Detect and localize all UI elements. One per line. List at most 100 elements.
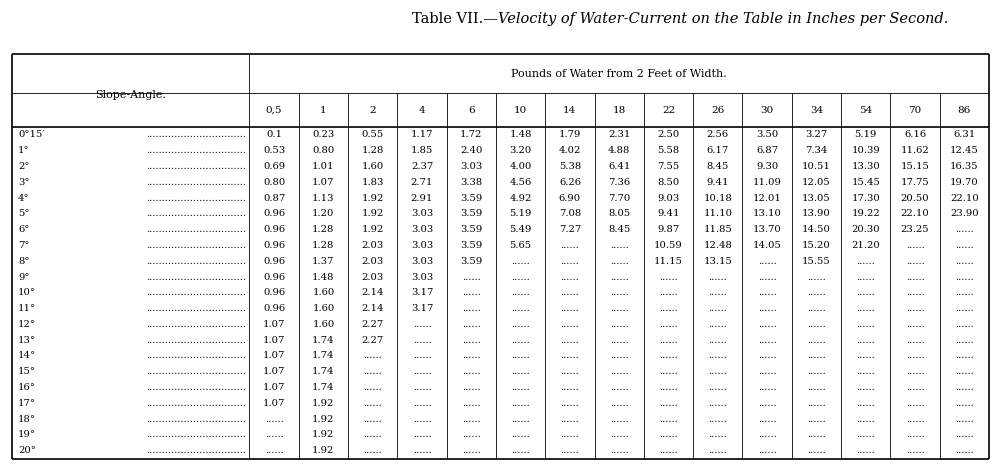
Text: 3.59: 3.59: [460, 241, 482, 250]
Text: 9.41: 9.41: [657, 209, 679, 219]
Text: 1.48: 1.48: [509, 130, 532, 140]
Text: ......: ......: [905, 241, 924, 250]
Text: 14.05: 14.05: [753, 241, 782, 250]
Text: ......: ......: [561, 257, 580, 266]
Text: ......: ......: [758, 288, 777, 297]
Text: 2: 2: [370, 106, 375, 115]
Text: ......: ......: [610, 304, 628, 313]
Text: 6.26: 6.26: [559, 178, 581, 187]
Text: 7.34: 7.34: [805, 146, 828, 155]
Text: ......: ......: [511, 304, 530, 313]
Text: 4.02: 4.02: [559, 146, 581, 155]
Text: 2.03: 2.03: [362, 257, 383, 266]
Text: ......: ......: [857, 273, 875, 282]
Text: 2.37: 2.37: [410, 162, 433, 171]
Text: 0.96: 0.96: [263, 209, 285, 219]
Text: ......: ......: [412, 431, 431, 439]
Text: 1°: 1°: [18, 146, 30, 155]
Text: ......: ......: [857, 288, 875, 297]
Text: 1.92: 1.92: [362, 209, 383, 219]
Text: 2.14: 2.14: [362, 304, 383, 313]
Text: 18: 18: [613, 106, 625, 115]
Text: ......: ......: [955, 446, 974, 455]
Text: ......: ......: [708, 446, 727, 455]
Text: ......: ......: [758, 304, 777, 313]
Text: ......: ......: [511, 431, 530, 439]
Text: ......: ......: [659, 431, 678, 439]
Text: ......: ......: [905, 415, 924, 424]
Text: ......: ......: [511, 336, 530, 345]
Text: 8.50: 8.50: [657, 178, 679, 187]
Text: 0.87: 0.87: [263, 194, 285, 203]
Text: ......: ......: [955, 399, 974, 408]
Text: ......: ......: [561, 304, 580, 313]
Text: ......: ......: [511, 367, 530, 376]
Text: 1.07: 1.07: [263, 336, 285, 345]
Text: ......: ......: [610, 257, 628, 266]
Text: 7.27: 7.27: [559, 225, 581, 234]
Text: ......: ......: [659, 352, 678, 361]
Text: 1.74: 1.74: [312, 383, 335, 392]
Text: 1.92: 1.92: [362, 225, 383, 234]
Text: ......: ......: [659, 336, 678, 345]
Text: ......: ......: [511, 383, 530, 392]
Text: 3.03: 3.03: [410, 209, 433, 219]
Text: 13.90: 13.90: [802, 209, 831, 219]
Text: ......: ......: [857, 446, 875, 455]
Text: ......: ......: [955, 431, 974, 439]
Text: 5.38: 5.38: [559, 162, 581, 171]
Text: ......: ......: [807, 446, 826, 455]
Text: 10.59: 10.59: [654, 241, 683, 250]
Text: ......: ......: [659, 415, 678, 424]
Text: Table VII.—: Table VII.—: [412, 12, 498, 26]
Text: ......: ......: [610, 383, 628, 392]
Text: ......: ......: [659, 446, 678, 455]
Text: 2.14: 2.14: [362, 288, 383, 297]
Text: 14°: 14°: [18, 352, 36, 361]
Text: ......: ......: [511, 273, 530, 282]
Text: 15.15: 15.15: [900, 162, 929, 171]
Text: 0.96: 0.96: [263, 257, 285, 266]
Text: ......: ......: [955, 257, 974, 266]
Text: ......: ......: [807, 431, 826, 439]
Text: ......: ......: [807, 304, 826, 313]
Text: ......: ......: [955, 383, 974, 392]
Text: ......: ......: [857, 320, 875, 329]
Text: 2°: 2°: [18, 162, 30, 171]
Text: ......: ......: [610, 352, 628, 361]
Text: ......: ......: [462, 273, 481, 282]
Text: ......: ......: [807, 320, 826, 329]
Text: 1.07: 1.07: [263, 352, 285, 361]
Text: 12.01: 12.01: [753, 194, 782, 203]
Text: ......: ......: [412, 415, 431, 424]
Text: 1: 1: [320, 106, 327, 115]
Text: 16.35: 16.35: [950, 162, 979, 171]
Text: 9°: 9°: [18, 273, 30, 282]
Text: 1.48: 1.48: [312, 273, 335, 282]
Text: ......: ......: [807, 352, 826, 361]
Text: 12.48: 12.48: [703, 241, 732, 250]
Text: ......: ......: [511, 288, 530, 297]
Text: ......: ......: [708, 336, 727, 345]
Text: 9.41: 9.41: [706, 178, 729, 187]
Text: ......: ......: [955, 320, 974, 329]
Text: 3.59: 3.59: [460, 257, 482, 266]
Text: ......: ......: [561, 320, 580, 329]
Text: ......: ......: [364, 352, 382, 361]
Text: 2.31: 2.31: [608, 130, 630, 140]
Text: 2.27: 2.27: [362, 336, 383, 345]
Text: 20.50: 20.50: [900, 194, 929, 203]
Text: 7.70: 7.70: [609, 194, 630, 203]
Text: 3.59: 3.59: [460, 225, 482, 234]
Text: ......: ......: [610, 273, 628, 282]
Text: ......: ......: [462, 288, 481, 297]
Text: ......: ......: [905, 446, 924, 455]
Text: ......: ......: [462, 383, 481, 392]
Text: ......: ......: [364, 383, 382, 392]
Text: 1.74: 1.74: [312, 352, 335, 361]
Text: ................................: ................................: [146, 415, 246, 424]
Text: ......: ......: [905, 288, 924, 297]
Text: 1.20: 1.20: [312, 209, 335, 219]
Text: 13.70: 13.70: [753, 225, 782, 234]
Text: ......: ......: [561, 367, 580, 376]
